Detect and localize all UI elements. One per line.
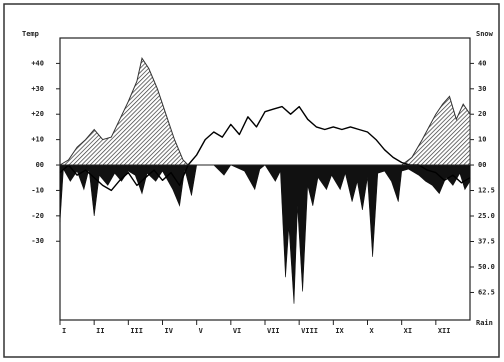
x-tick-label: V: [199, 327, 204, 335]
rain-area: [59, 164, 471, 304]
x-tick-label: VIII: [301, 327, 318, 335]
y3-tick-label: 12.5: [478, 187, 495, 195]
snow-area: [58, 57, 471, 166]
x-tick-label: XII: [438, 327, 451, 335]
x-tick-label: X: [370, 327, 375, 335]
y3-tick-label: 37.5: [478, 237, 495, 245]
y-tick-label: -10: [31, 186, 44, 194]
y-tick-label: -20: [31, 212, 44, 220]
y2-tick-label: 20: [478, 110, 486, 118]
x-tick-label: I: [62, 327, 66, 335]
y-axis-label: Temp: [22, 30, 39, 38]
x-tick-label: IX: [335, 327, 344, 335]
y-tick-label: +30: [31, 85, 44, 93]
y-tick-label: -30: [31, 237, 44, 245]
y3-tick-label: 50.0: [478, 263, 495, 271]
y-tick-label: +10: [31, 136, 44, 144]
y2-tick-label: 40: [478, 59, 486, 67]
y2-tick-label: 00: [478, 161, 486, 169]
y2-axis-label: Snow: [476, 30, 494, 38]
y-tick-label: +20: [31, 110, 44, 118]
x-tick-label: VII: [267, 327, 280, 335]
frame: [3, 3, 500, 358]
y3-tick-label: 62.5: [478, 288, 495, 296]
x-tick-label: XI: [404, 327, 412, 335]
x-tick-label: II: [96, 327, 104, 335]
x-tick-label: IV: [165, 327, 174, 335]
y3-axis-label: Rain: [476, 319, 493, 327]
y2-tick-label: 30: [478, 85, 486, 93]
x-tick-label: VI: [233, 327, 241, 335]
temperature-line: [59, 105, 471, 192]
y-tick-label: 00: [36, 161, 44, 169]
y3-tick-label: 25.0: [478, 212, 495, 220]
x-tick-label: III: [130, 327, 143, 335]
y-tick-label: +40: [31, 59, 44, 67]
y2-tick-label: 10: [478, 136, 486, 144]
